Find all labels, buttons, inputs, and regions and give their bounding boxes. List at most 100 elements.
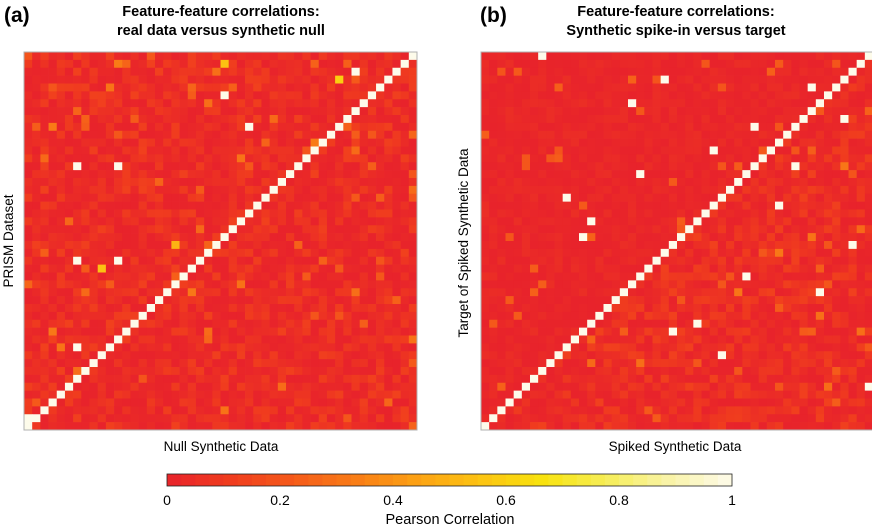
heatmap-a-cell (48, 225, 58, 234)
heatmap-b-cell (824, 225, 833, 234)
heatmap-b-cell (554, 138, 564, 147)
heatmap-b-cell (489, 83, 498, 92)
heatmap-b-cell (864, 91, 872, 100)
heatmap-a-cell (24, 138, 33, 147)
heatmap-a-cell (245, 327, 254, 336)
heatmap-a-cell (138, 374, 148, 384)
heatmap-b-cell (685, 170, 694, 179)
heatmap-a-cell (32, 390, 41, 399)
heatmap-a-cell (146, 178, 156, 187)
heatmap-b-cell (652, 406, 662, 415)
heatmap-a-cell (138, 99, 148, 108)
heatmap-b (481, 52, 872, 431)
heatmap-a-cell (408, 351, 418, 360)
heatmap-a-cell (155, 67, 164, 76)
heatmap-a-cell (384, 217, 393, 226)
heatmap-a-cell (73, 264, 82, 273)
heatmap-b-cell (652, 130, 662, 139)
heatmap-b-cell (824, 304, 833, 313)
heatmap-a-cell (359, 122, 369, 132)
heatmap-b-cell (668, 248, 678, 258)
heatmap-b-cell (570, 185, 580, 195)
heatmap-a-cell (408, 311, 418, 321)
heatmap-a-cell (228, 138, 238, 147)
heatmap-b-cell (636, 178, 645, 187)
heatmap-a-cell (114, 83, 123, 92)
heatmap-a-cell (212, 256, 221, 265)
heatmap-b-cell (824, 280, 833, 289)
heatmap-a-cell (130, 319, 139, 328)
heatmap-a-cell (384, 264, 393, 273)
heatmap-a-cell (408, 83, 418, 92)
heatmap-a-cell (367, 99, 377, 108)
heatmap-a-cell (48, 178, 58, 187)
heatmap-a-cell (384, 170, 393, 179)
heatmap-a-cell (220, 59, 230, 69)
heatmap-b-cell (848, 154, 858, 163)
heatmap-a-cell (302, 115, 311, 124)
heatmap-a-cell (48, 115, 58, 124)
heatmap-b-cell (758, 374, 768, 384)
heatmap-b-cell (546, 335, 555, 344)
heatmap-b-cell (619, 91, 629, 100)
heatmap-a-cell (130, 327, 139, 336)
heatmap-a-cell (97, 288, 107, 297)
panel-a: (a) Feature-feature correlations: real d… (1, 4, 418, 454)
heatmap-b-cell (701, 185, 711, 195)
heatmap-a-cell (204, 248, 213, 258)
heatmap-a-cell (408, 52, 418, 61)
heatmap-a-cell (155, 359, 164, 368)
heatmap-b-cell (848, 146, 858, 155)
heatmap-b-cell (644, 414, 653, 423)
heatmap-a-cell (48, 67, 58, 76)
heatmap-b-cell (742, 225, 751, 234)
heatmap-a-cell (261, 170, 270, 179)
heatmap-b-cell (521, 225, 531, 234)
heatmap-b-cell (742, 422, 751, 431)
heatmap-a-cell (318, 209, 328, 218)
heatmap-a-cell (277, 398, 287, 407)
heatmap-a-cell (220, 107, 230, 116)
heatmap-b-cell (766, 382, 776, 391)
heatmap-b-cell (505, 414, 515, 423)
heatmap-a-cell (294, 374, 303, 384)
heatmap-a-cell (310, 422, 320, 431)
heatmap-a-cell (204, 319, 213, 328)
heatmap-a-cell (384, 382, 393, 391)
heatmap-b-cell (807, 115, 817, 124)
heatmap-a-cell (163, 83, 172, 92)
heatmap-b-cell (652, 335, 662, 344)
heatmap-a-cell (73, 107, 82, 116)
heatmap-a-cell (204, 264, 213, 273)
heatmap-b-cell (628, 193, 637, 202)
heatmap-a-cell (367, 264, 377, 273)
heatmap-b-cell (562, 248, 572, 258)
heatmap-b-cell (505, 107, 515, 116)
heatmap-b-cell (481, 99, 490, 108)
heatmap-b-cell (628, 91, 637, 100)
heatmap-b-cell (734, 343, 743, 352)
heatmap-b-cell (497, 264, 506, 273)
heatmap-a-cell (179, 91, 189, 100)
heatmap-b-cell (521, 201, 531, 210)
heatmap-b-cell (726, 319, 735, 328)
heatmap-a-cell (73, 256, 82, 265)
heatmap-b-cell (660, 185, 670, 195)
heatmap-a-cell (155, 178, 164, 187)
heatmap-a-cell (212, 311, 221, 321)
heatmap-a-cell (392, 99, 401, 108)
heatmap-b-cell (848, 335, 858, 344)
heatmap-a-cell (392, 288, 401, 297)
heatmap-b-cell (587, 185, 596, 195)
heatmap-a-cell (302, 193, 311, 202)
heatmap-a-cell (187, 398, 197, 407)
heatmap-b-cell (562, 359, 572, 368)
heatmap-a-cell (236, 422, 246, 431)
heatmap-a (24, 52, 418, 431)
heatmap-a-cell (294, 193, 303, 202)
heatmap-a-cell (122, 414, 131, 423)
heatmap-a-cell (97, 91, 107, 100)
heatmap-b-cell (717, 406, 727, 415)
heatmap-b-cell (685, 225, 694, 234)
heatmap-a-cell (204, 256, 213, 265)
